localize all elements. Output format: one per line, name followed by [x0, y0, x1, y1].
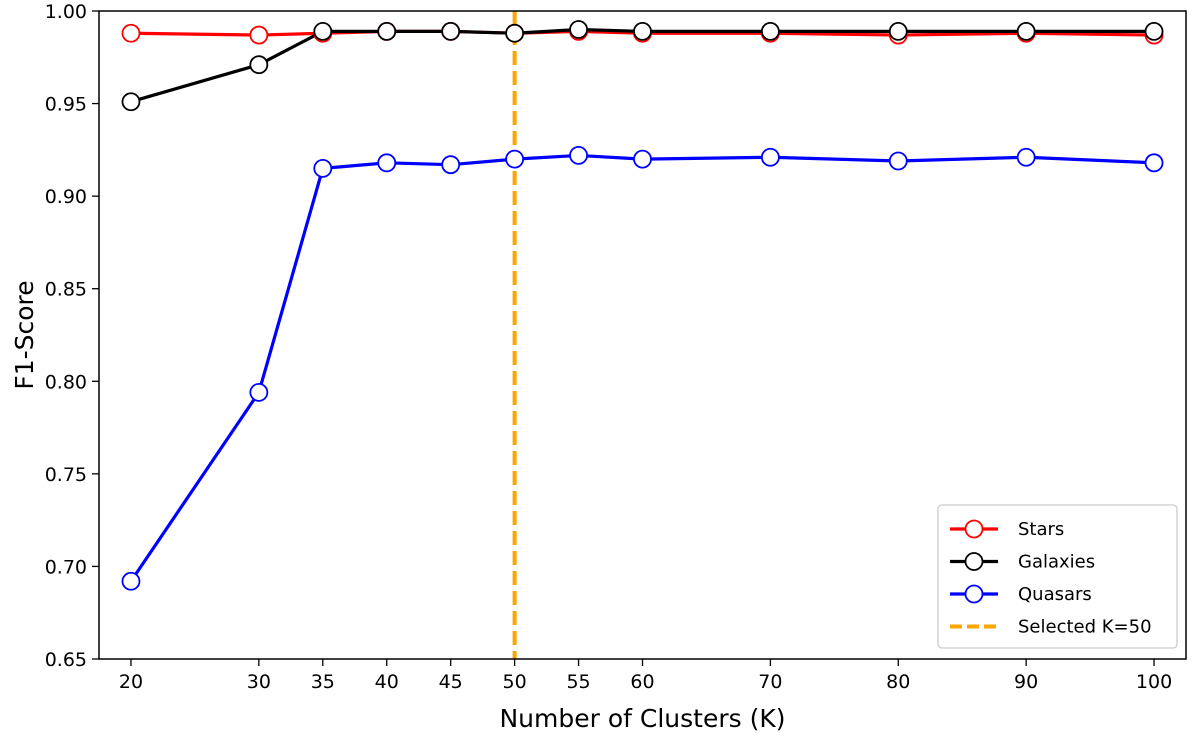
- data-point-quasars: [249, 382, 269, 402]
- x-tick-label: 70: [758, 671, 782, 693]
- data-point-quasars: [505, 149, 525, 169]
- y-tick-label: 1.00: [45, 1, 87, 23]
- data-point-quasars: [633, 149, 652, 169]
- x-tick-label: 60: [630, 671, 654, 693]
- data-point-galaxies: [505, 23, 525, 43]
- x-tick-label: 45: [439, 671, 463, 693]
- x-tick-label: 20: [119, 671, 143, 693]
- data-point-quasars: [377, 153, 397, 173]
- x-tick-label: 40: [375, 671, 399, 693]
- data-point-galaxies: [1016, 21, 1036, 41]
- x-tick-label: 50: [503, 671, 527, 693]
- data-point-galaxies: [377, 21, 397, 41]
- legend-label-selected-k: Selected K=50: [1018, 617, 1152, 638]
- data-point-galaxies: [441, 21, 461, 41]
- x-tick-label: 30: [247, 671, 271, 693]
- data-point-stars: [121, 23, 141, 43]
- y-tick-label: 0.90: [45, 186, 87, 208]
- y-tick-label: 0.75: [45, 464, 87, 486]
- data-point-galaxies: [760, 21, 780, 41]
- y-tick-label: 0.70: [45, 556, 87, 578]
- x-tick-label: 35: [311, 671, 335, 693]
- legend: Stars Galaxies Quasars Selected K=50: [937, 504, 1178, 649]
- y-tick-label: 0.85: [45, 279, 87, 301]
- x-tick-label: 80: [886, 671, 910, 693]
- data-point-quasars: [569, 146, 588, 165]
- data-point-quasars: [760, 147, 780, 167]
- legend-label-stars: Stars: [1018, 519, 1064, 540]
- series-line-galaxies: [130, 27, 1155, 104]
- data-point-stars: [249, 25, 269, 45]
- y-tick-label: 0.80: [45, 371, 87, 393]
- axis-layer: 20 30 35 40 45 50 55 60 70 80 90 100 0.65 0.70 0.75 0.8…: [45, 1, 1187, 693]
- x-tick-label: 100: [1136, 671, 1172, 693]
- data-point-quasars: [888, 151, 908, 171]
- y-axis-title: F1-Score: [10, 280, 39, 389]
- plot-layer: [121, 11, 1164, 659]
- data-point-galaxies: [633, 21, 652, 41]
- x-tick-label: 90: [1014, 671, 1038, 693]
- data-point-quasars: [1144, 153, 1164, 173]
- legend-marker-quasars: [964, 584, 984, 604]
- legend-marker-stars: [964, 519, 984, 539]
- data-point-quasars: [121, 571, 141, 591]
- legend-label-galaxies: Galaxies: [1018, 552, 1095, 573]
- data-point-galaxies: [313, 21, 333, 41]
- legend-marker-galaxies: [964, 552, 984, 571]
- data-point-quasars: [1016, 147, 1036, 167]
- data-point-galaxies: [1144, 21, 1164, 41]
- data-point-galaxies: [121, 92, 141, 112]
- x-tick-label: 55: [566, 671, 590, 693]
- x-axis-title: Number of Clusters (K): [499, 704, 785, 733]
- data-point-galaxies: [888, 21, 908, 41]
- series-line-quasars: [129, 153, 1155, 583]
- data-point-quasars: [441, 155, 461, 175]
- y-tick-label: 0.95: [45, 94, 87, 116]
- legend-label-quasars: Quasars: [1018, 584, 1092, 605]
- data-point-galaxies: [569, 20, 588, 39]
- data-point-quasars: [313, 158, 333, 178]
- legend-box: [937, 504, 1178, 649]
- y-tick-label: 0.65: [45, 649, 87, 671]
- data-point-galaxies: [249, 55, 269, 75]
